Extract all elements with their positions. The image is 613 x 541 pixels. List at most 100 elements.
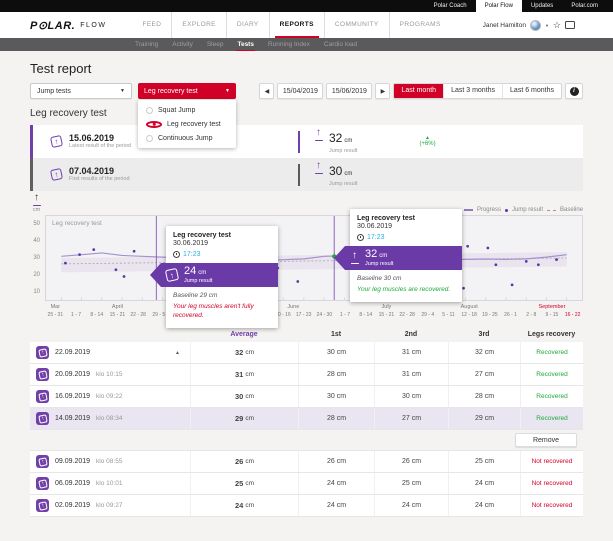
x-week-label[interactable]: 22 - 28	[130, 312, 146, 318]
x-week-label[interactable]: 17 - 23	[295, 312, 312, 318]
header-cell-3rd[interactable]: 3rd	[478, 331, 490, 338]
x-week-label[interactable]: 5 - 11	[442, 312, 455, 318]
chevron-down-icon[interactable]: ▼	[544, 22, 549, 28]
x-week-label[interactable]: 1 - 7	[340, 312, 351, 318]
favorite-star-icon[interactable]: ☆	[552, 19, 561, 30]
jump-result-dot[interactable]	[64, 261, 67, 265]
range-button-last-month[interactable]: Last month	[394, 84, 444, 98]
tooltip-result-banner: ↑ 32 cm Jump result	[334, 246, 462, 270]
subnav-item-activity[interactable]: Activity	[172, 41, 193, 48]
subnav-item-running-index[interactable]: Running Index	[267, 41, 310, 48]
x-week-label[interactable]: 26 - 1	[504, 312, 517, 318]
table-row[interactable]: ↑ 02.09.2019 klo 09:27 24 cm 24 cm 24 cm 24 cm N…	[30, 495, 583, 517]
nav-item-explore[interactable]: EXPLORE	[171, 12, 226, 38]
test-group-select[interactable]: Jump tests ▼	[30, 83, 132, 99]
dropdown-option-continuous-jump[interactable]: Continuous Jump	[138, 131, 236, 145]
jump-result-dot[interactable]	[466, 244, 470, 248]
date-cell: ↑ 09.09.2019 klo 08:55	[30, 451, 190, 472]
subnav-item-cardio-load[interactable]: Cardio load	[323, 41, 358, 48]
jump-result-dot[interactable]	[92, 248, 96, 251]
x-week-label[interactable]: 25 - 31	[47, 312, 64, 318]
info-button[interactable]: i	[565, 83, 583, 99]
x-week-label[interactable]: 15 - 21	[109, 312, 126, 318]
x-week-label[interactable]: 8 - 14	[359, 312, 373, 318]
avatar[interactable]	[529, 19, 541, 31]
jump-result-dot[interactable]	[494, 263, 498, 267]
remove-button[interactable]: Remove	[515, 433, 577, 447]
jump-result-dot[interactable]	[78, 253, 81, 257]
chart-plot[interactable]: Leg recovery test	[45, 215, 583, 301]
x-week-label[interactable]: 1 - 7	[71, 312, 82, 318]
chat-icon[interactable]	[565, 21, 575, 29]
date-from-field[interactable]: 15/04/2019	[277, 83, 324, 99]
nav-item-programs[interactable]: PROGRAMS	[388, 12, 451, 38]
topbar-tab-polar-com[interactable]: Polar.com	[571, 3, 598, 9]
result-cell-1: 28 cm	[298, 408, 374, 429]
subnav-item-tests[interactable]: Tests	[230, 38, 261, 51]
header-cell-legs-recovery[interactable]: Legs recovery	[527, 331, 576, 338]
x-week-label[interactable]: 12 - 18	[461, 312, 477, 318]
nav-item-reports[interactable]: REPORTS	[268, 12, 324, 38]
jump-result-dot[interactable]	[486, 246, 490, 250]
jump-result-dot[interactable]	[296, 280, 300, 283]
dropdown-option-label: Continuous Jump	[158, 134, 213, 142]
jump-result-dot[interactable]	[536, 263, 540, 267]
average-cell: 25 cm	[190, 473, 298, 494]
topbar-tab-polar-flow[interactable]: Polar Flow	[475, 0, 522, 12]
subnav-item-sleep[interactable]: Sleep	[206, 41, 224, 48]
chevron-down-icon: ▼	[120, 88, 125, 94]
jump-test-icon: ↑	[36, 346, 49, 359]
previous-period-button[interactable]: ◀	[259, 83, 275, 99]
table-row[interactable]: ↑ 06.09.2019 klo 10:01 25 cm 24 cm 25 cm 24 cm N…	[30, 473, 583, 495]
jump-result-dot[interactable]	[555, 258, 558, 262]
nav-item-community[interactable]: COMMUNITY	[323, 12, 389, 38]
chart-canvas[interactable]	[46, 216, 582, 300]
x-week-label[interactable]: 2 - 8	[526, 312, 537, 318]
polar-logo[interactable]: P⊙LAR.	[30, 19, 76, 32]
jump-result-dot[interactable]	[462, 286, 465, 290]
header-cell-2nd[interactable]: 2nd	[404, 331, 418, 338]
x-week-label[interactable]: 15 - 21	[378, 312, 395, 318]
table-row[interactable]: ↑ 09.09.2019 klo 08:55 26 cm 26 cm 26 cm 25 cm N…	[30, 451, 583, 473]
status-cell: Recovered	[520, 408, 583, 429]
topbar-tab-updates[interactable]: Updates	[530, 3, 554, 9]
table-row[interactable]: ↑ 22.09.2019 ▲ 32 cm 30 cm 31 cm 32 cm Recovered	[30, 342, 583, 364]
test-type-select[interactable]: Leg recovery test ▼ Squat Jump Leg recove…	[138, 83, 236, 148]
jump-result-dot[interactable]	[510, 283, 514, 287]
jump-result-dot[interactable]	[132, 249, 136, 253]
dropdown-option-leg-recovery-test[interactable]: Leg recovery test	[138, 117, 236, 131]
x-week-label[interactable]: 29 - 5	[152, 312, 166, 318]
table-row[interactable]: ↑ 14.09.2019 klo 08:34 29 cm 28 cm 27 cm 29 cm R…	[30, 408, 583, 430]
dropdown-option-squat-jump[interactable]: Squat Jump	[138, 103, 236, 117]
x-week-label[interactable]: 16 - 22	[564, 312, 581, 318]
x-week-label[interactable]: 8 - 14	[90, 312, 104, 318]
x-week-label[interactable]: 22 - 28	[399, 312, 415, 318]
user-menu[interactable]: Janet Hamilton ▼ ☆	[483, 19, 575, 31]
average-unit: cm	[245, 480, 254, 487]
jump-result-dot[interactable]	[524, 259, 528, 263]
tooltip-metric: Jump result	[184, 278, 213, 284]
header-cell-average[interactable]: Average	[230, 331, 258, 338]
sort-ascending-icon[interactable]: ▲	[175, 349, 180, 356]
range-button-last-3-months[interactable]: Last 3 months	[443, 84, 502, 98]
jump-result-dot[interactable]	[122, 275, 126, 278]
jump-result-dot[interactable]	[114, 268, 118, 272]
topbar-tab-polar-coach[interactable]: Polar Coach	[433, 3, 467, 9]
table-row[interactable]: ↑ 20.09.2019 klo 10:15 31 cm 28 cm 31 cm 27 cm R…	[30, 364, 583, 386]
header-cell-1st[interactable]: 1st	[330, 331, 342, 338]
nav-item-diary[interactable]: DIARY	[225, 12, 269, 38]
x-week-label[interactable]: 9 - 15	[545, 312, 559, 318]
date-to-field[interactable]: 15/06/2019	[326, 83, 373, 99]
table-row[interactable]: ↑ 16.09.2019 klo 09:22 30 cm 30 cm 30 cm 28 cm R…	[30, 386, 583, 408]
next-period-button[interactable]: ▶	[375, 83, 391, 99]
test-time: klo 10:15	[96, 371, 123, 378]
average-value: 30	[234, 392, 244, 401]
subnav-item-training[interactable]: Training	[135, 41, 159, 48]
range-button-last-6-months[interactable]: Last 6 months	[502, 84, 561, 98]
x-week-label[interactable]: 19 - 25	[482, 312, 498, 318]
nav-item-feed[interactable]: FEED	[142, 21, 162, 28]
x-week-label[interactable]: 24 - 30	[316, 312, 333, 318]
jump-test-icon: ↑	[36, 499, 49, 512]
x-week-label[interactable]: 10 - 16	[275, 312, 291, 318]
x-week-label[interactable]: 29 - 4	[421, 312, 435, 318]
